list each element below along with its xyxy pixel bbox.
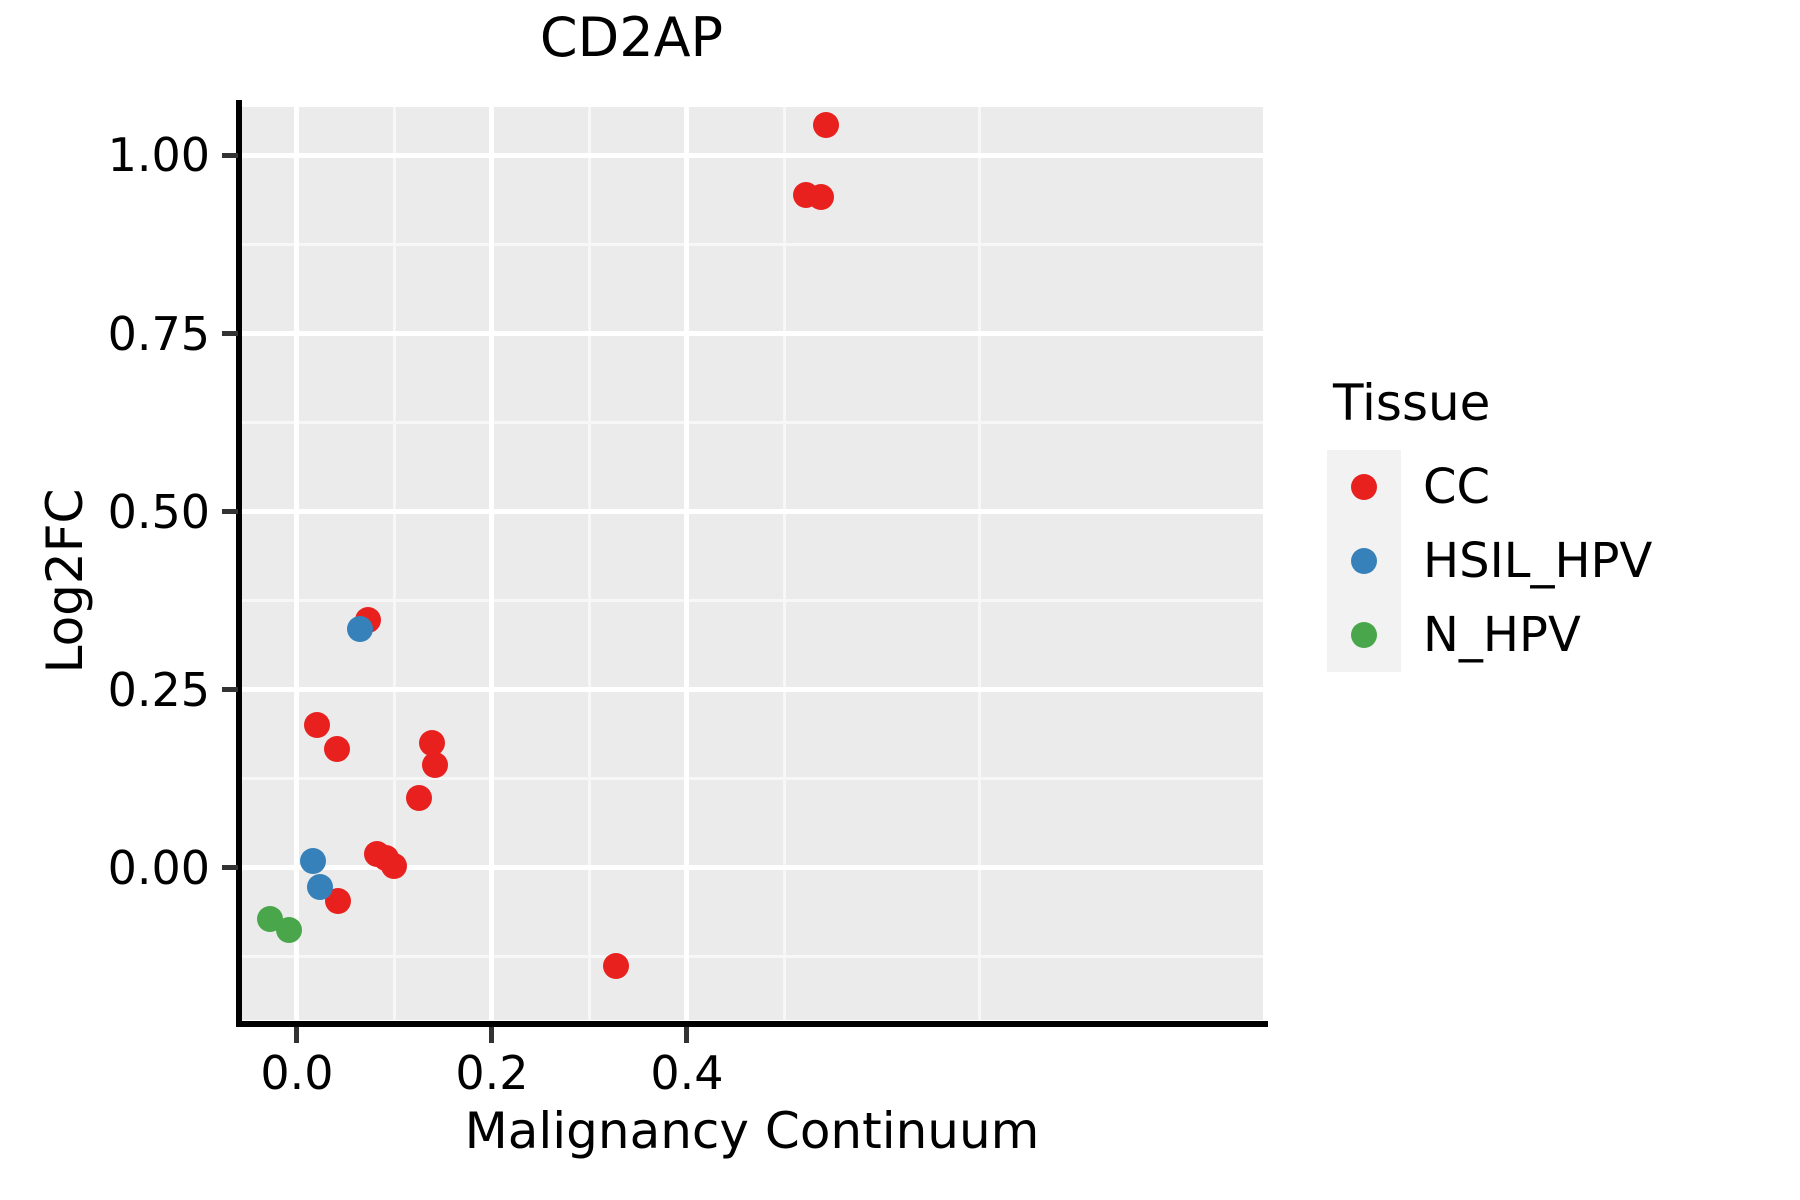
gridline-minor-horizontal: [241, 955, 1263, 959]
legend-item-label: N_HPV: [1423, 607, 1581, 663]
x-tick-mark: [489, 1027, 495, 1043]
data-point: [405, 785, 432, 812]
legend-key-swatch: [1327, 450, 1401, 524]
y-tick-mark: [222, 865, 238, 871]
data-point: [381, 852, 408, 879]
legend-key-swatch: [1327, 524, 1401, 598]
x-tick-mark: [684, 1027, 690, 1043]
y-tick-mark: [222, 331, 238, 337]
legend-keys: CC HSIL_HPV N_HPV: [1327, 450, 1652, 672]
x-tick-label: 0.0: [260, 1046, 334, 1100]
data-point: [602, 953, 629, 980]
gridline-major-horizontal: [241, 331, 1263, 337]
gridline-major-horizontal: [241, 152, 1263, 158]
gridline-major-horizontal: [241, 687, 1263, 693]
y-tick-label: 0.25: [107, 662, 210, 717]
legend-title: Tissue: [1333, 374, 1491, 432]
data-point: [807, 184, 834, 211]
data-point: [323, 735, 350, 762]
gridline-major-vertical: [684, 107, 690, 1020]
y-tick-mark: [222, 687, 238, 693]
y-axis-line: [236, 100, 242, 1027]
gridline-minor-vertical: [977, 107, 981, 1020]
legend-point-icon: [1351, 622, 1377, 648]
data-point: [347, 616, 374, 643]
legend: Tissue CC HSIL_HPV N_HPV: [1327, 378, 1652, 672]
y-tick-mark: [222, 152, 238, 158]
gridline-minor-vertical: [392, 107, 396, 1020]
gridline-major-horizontal: [241, 509, 1263, 515]
x-tick-label: 0.2: [455, 1046, 529, 1100]
x-tick-label: 0.4: [650, 1046, 724, 1100]
gridline-minor-horizontal: [241, 599, 1263, 603]
gridline-minor-vertical: [587, 107, 591, 1020]
data-point: [299, 848, 326, 875]
y-tick-label: 0.75: [107, 306, 210, 361]
gridline-minor-vertical: [782, 107, 786, 1020]
legend-item-label: HSIL_HPV: [1423, 533, 1653, 589]
chart-title: CD2AP: [539, 6, 724, 69]
legend-point-icon: [1351, 474, 1377, 500]
x-axis-title: Malignancy Continuum: [464, 1102, 1040, 1160]
gridline-minor-horizontal: [241, 242, 1263, 246]
data-point: [276, 916, 303, 943]
gridline-minor-horizontal: [241, 421, 1263, 425]
data-point: [304, 712, 331, 739]
data-point: [307, 874, 334, 901]
gridline-minor-horizontal: [241, 777, 1263, 781]
legend-item-cc[interactable]: CC: [1327, 450, 1652, 524]
data-point: [813, 111, 840, 138]
y-tick-label: 0.00: [107, 840, 210, 895]
y-tick-label: 0.50: [107, 484, 210, 539]
data-point: [422, 751, 449, 778]
legend-item-label: CC: [1423, 459, 1491, 515]
legend-point-icon: [1351, 548, 1377, 574]
legend-key-swatch: [1327, 598, 1401, 672]
gridline-major-vertical: [489, 107, 495, 1020]
legend-item-hsil-hpv[interactable]: HSIL_HPV: [1327, 524, 1652, 598]
gridline-major-vertical: [294, 107, 300, 1020]
y-axis-title: Log2FC: [36, 488, 94, 674]
y-tick-label: 1.00: [107, 128, 210, 183]
gridline-major-horizontal: [241, 865, 1263, 871]
x-axis-line: [236, 1021, 1268, 1027]
y-tick-mark: [222, 509, 238, 515]
legend-item-n-hpv[interactable]: N_HPV: [1327, 598, 1652, 672]
plot-panel: [241, 107, 1263, 1020]
x-tick-mark: [294, 1027, 300, 1043]
